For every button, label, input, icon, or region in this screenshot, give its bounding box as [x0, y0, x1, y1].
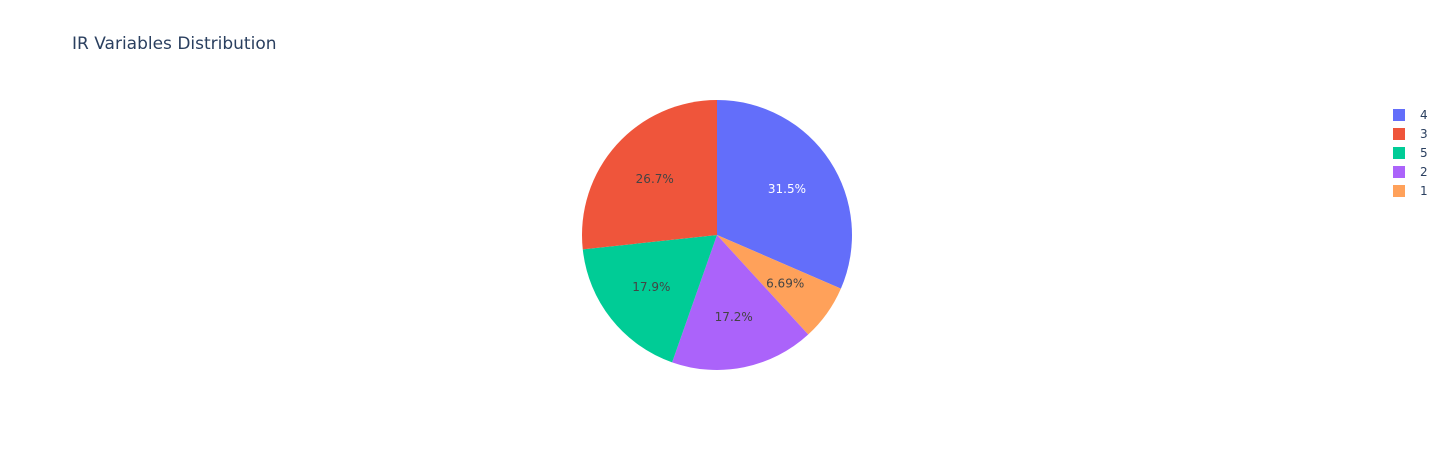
legend-label-5: 5 — [1420, 145, 1428, 160]
legend-item-2[interactable]: 2 — [1393, 162, 1428, 181]
pie-slice-3[interactable] — [582, 100, 717, 250]
legend-label-2: 2 — [1420, 164, 1428, 179]
legend-label-1: 1 — [1420, 183, 1428, 198]
pie-slice-label-4: 31.5% — [768, 182, 806, 196]
legend-swatch-1 — [1393, 184, 1405, 197]
legend-swatch-4 — [1393, 108, 1405, 121]
pie-slice-label-5: 17.9% — [632, 280, 670, 294]
chart-title: IR Variables Distribution — [72, 34, 277, 54]
legend-item-3[interactable]: 3 — [1393, 124, 1428, 143]
legend: 4 3 5 2 1 — [1393, 105, 1428, 200]
legend-swatch-5 — [1393, 146, 1405, 159]
legend-swatch-3 — [1393, 127, 1405, 140]
legend-label-3: 3 — [1420, 126, 1428, 141]
pie-slice-4[interactable] — [717, 100, 852, 289]
pie-slices — [582, 100, 852, 370]
legend-swatch-2 — [1393, 165, 1405, 178]
legend-label-4: 4 — [1420, 107, 1428, 122]
pie-slice-2[interactable] — [672, 235, 809, 370]
legend-item-4[interactable]: 4 — [1393, 105, 1428, 124]
legend-item-1[interactable]: 1 — [1393, 181, 1428, 200]
pie-slice-5[interactable] — [582, 235, 717, 363]
pie-labels: 31.5% 6.69% 17.2% 17.9% 26.7% — [632, 172, 806, 324]
legend-item-5[interactable]: 5 — [1393, 143, 1428, 162]
pie-slice-label-2: 17.2% — [715, 310, 753, 324]
pie-slice-label-3: 26.7% — [636, 172, 674, 186]
pie-slice-label-1: 6.69% — [766, 277, 804, 291]
pie-slice-1[interactable] — [717, 235, 841, 335]
